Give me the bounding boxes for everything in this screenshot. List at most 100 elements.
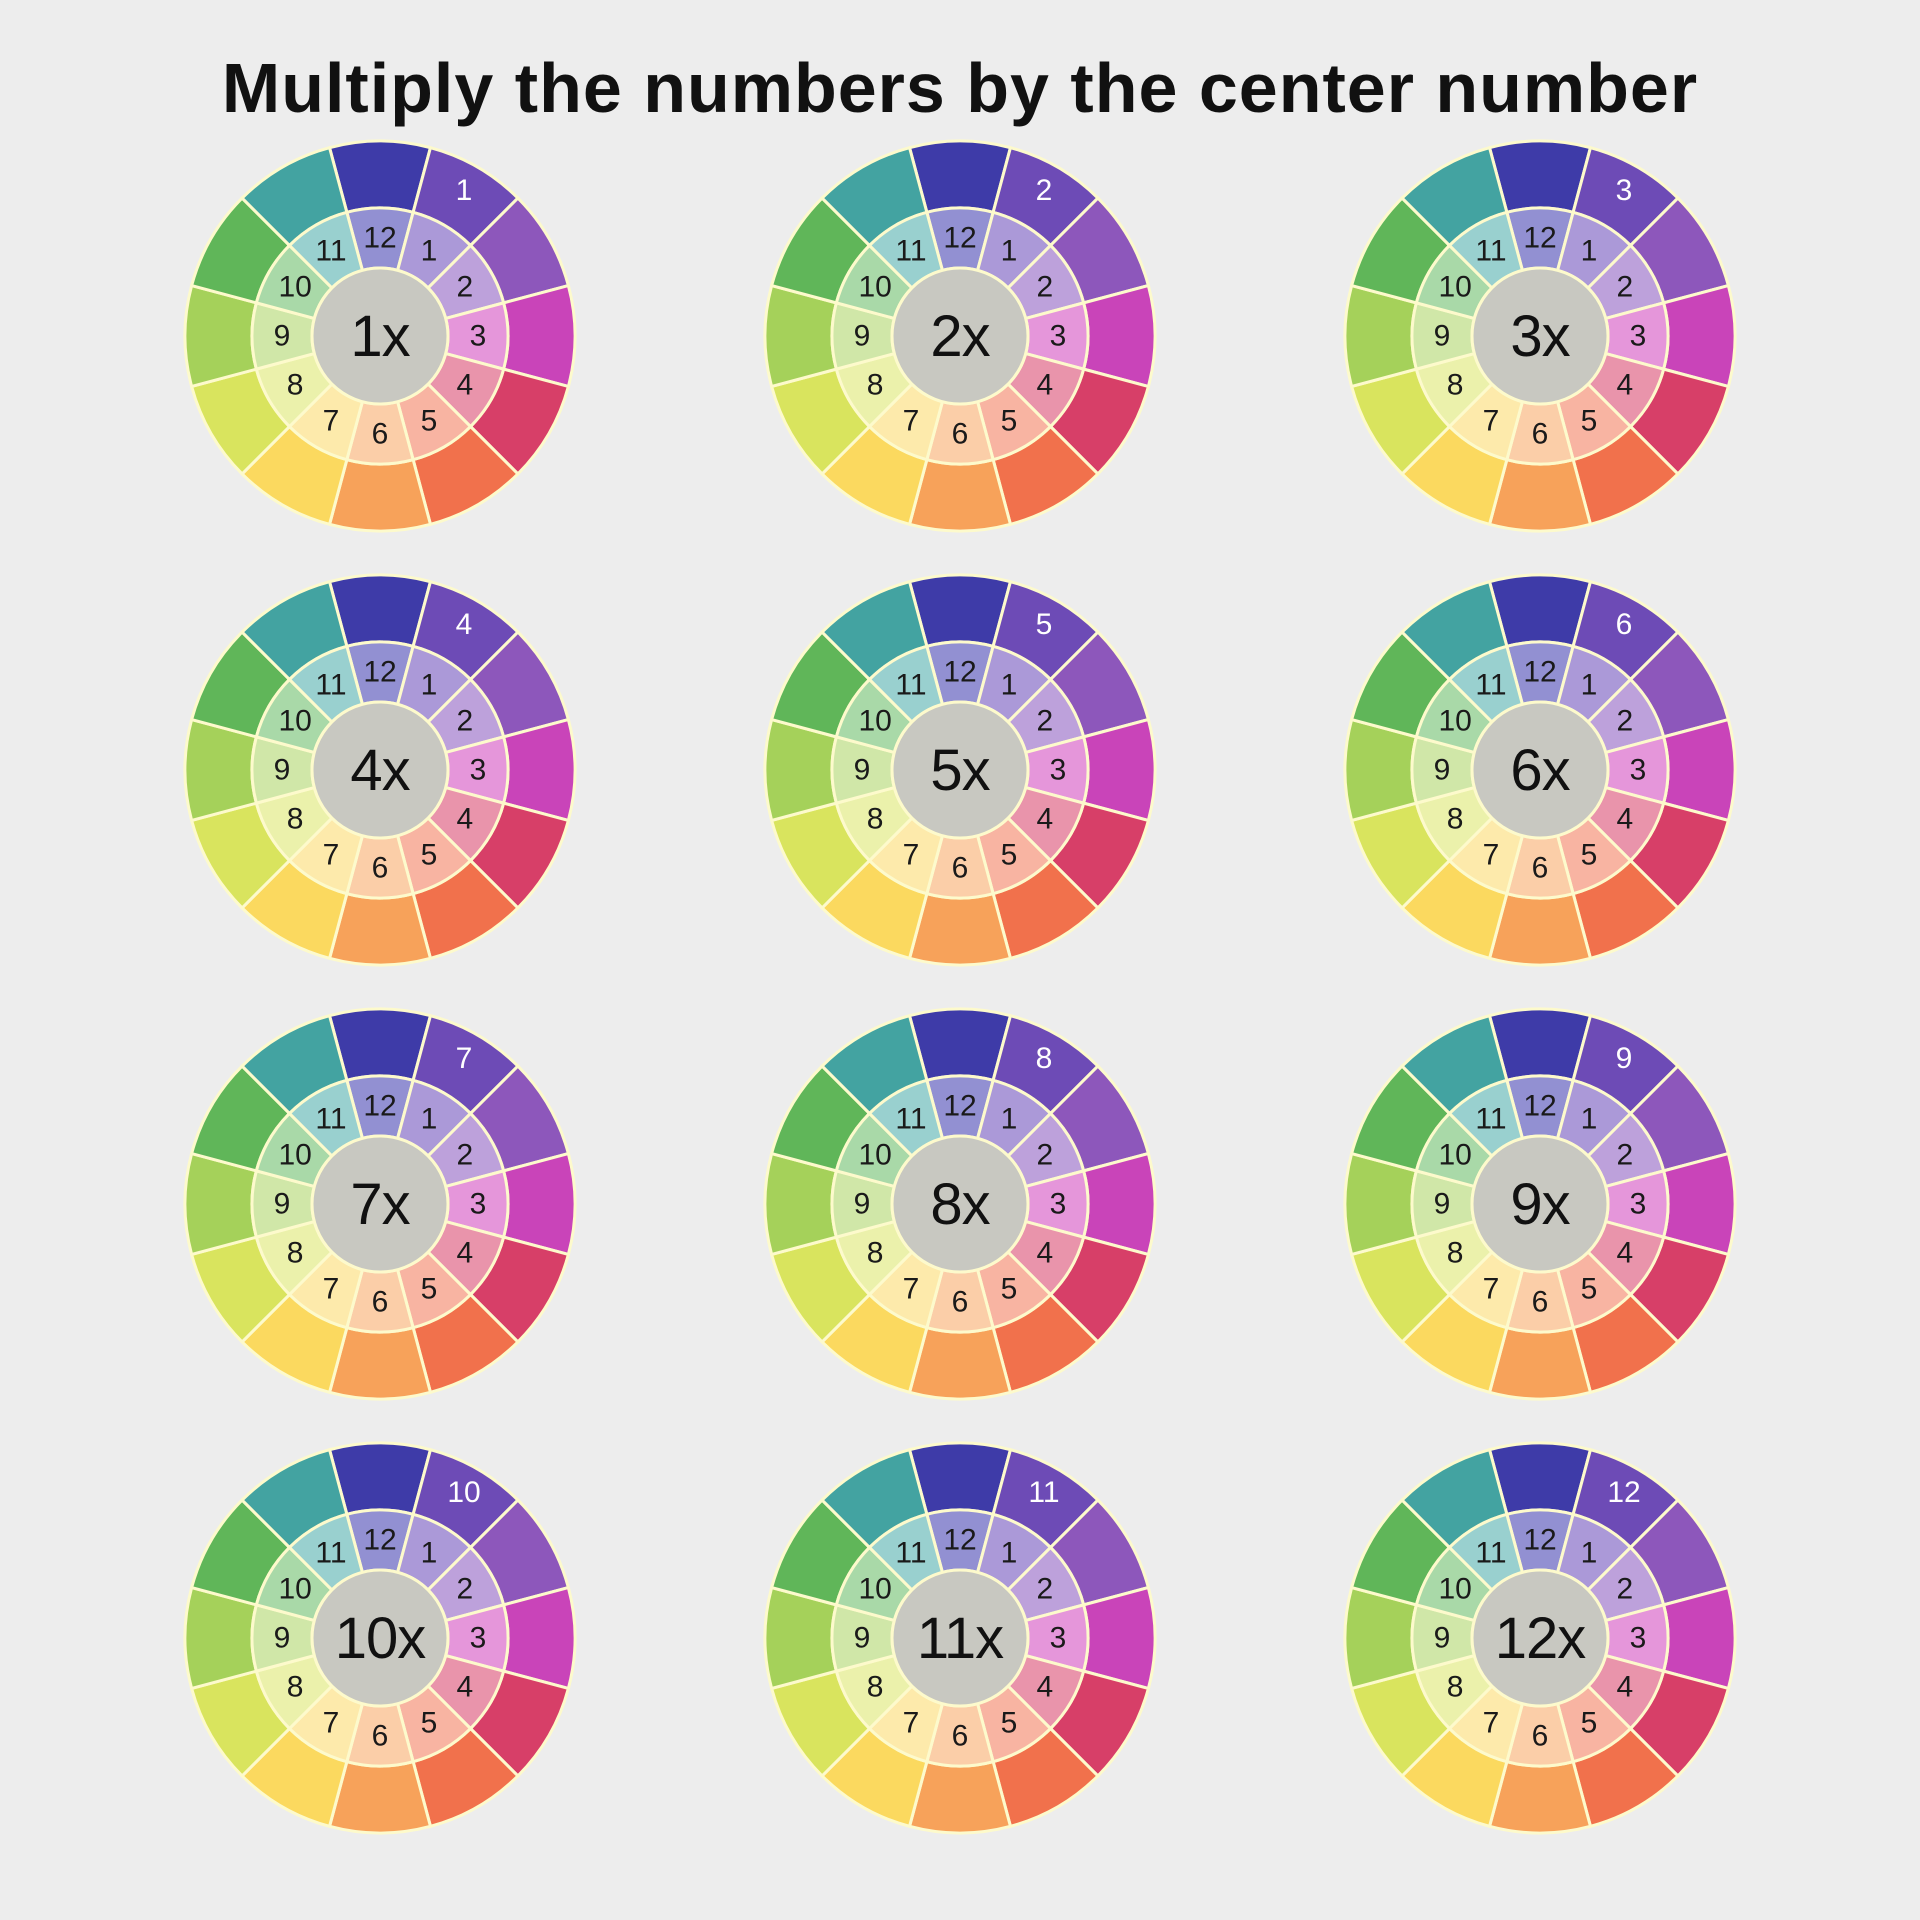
inner-number-label: 1	[421, 669, 438, 702]
inner-number-label: 2	[457, 705, 474, 738]
inner-number-label: 11	[315, 235, 346, 268]
inner-number-label: 8	[1447, 1671, 1464, 1704]
inner-number-label: 6	[1532, 1720, 1549, 1753]
center-circle	[312, 1570, 448, 1706]
inner-number-label: 3	[470, 1622, 487, 1655]
inner-number-label: 9	[854, 320, 871, 353]
inner-number-label: 8	[287, 369, 304, 402]
inner-number-label: 1	[1001, 1103, 1018, 1136]
inner-number-label: 6	[1532, 418, 1549, 451]
inner-number-label: 1	[1581, 1103, 1598, 1136]
inner-number-label: 9	[854, 1622, 871, 1655]
inner-number-label: 7	[1483, 1706, 1500, 1739]
inner-number-label: 1	[1001, 235, 1018, 268]
inner-number-label: 2	[1037, 1573, 1054, 1606]
outer-answer-label: 6	[1616, 608, 1633, 641]
inner-number-label: 2	[1617, 271, 1634, 304]
inner-number-label: 10	[858, 1139, 891, 1172]
inner-number-label: 9	[854, 1188, 871, 1221]
inner-number-label: 3	[1050, 754, 1067, 787]
multiplication-wheel: 12123456789101144x	[180, 570, 580, 970]
inner-number-label: 4	[1617, 803, 1634, 836]
page-title: Multiply the numbers by the center numbe…	[0, 0, 1920, 136]
inner-number-label: 4	[457, 803, 474, 836]
inner-number-label: 4	[1037, 803, 1054, 836]
inner-number-label: 12	[1523, 222, 1556, 255]
inner-number-label: 1	[1001, 1537, 1018, 1570]
inner-number-label: 4	[1617, 1671, 1634, 1704]
inner-number-label: 11	[315, 669, 346, 702]
center-circle	[1472, 268, 1608, 404]
inner-number-label: 8	[1447, 803, 1464, 836]
inner-number-label: 5	[1001, 1706, 1018, 1739]
inner-number-label: 11	[895, 669, 926, 702]
inner-number-label: 5	[1001, 1272, 1018, 1305]
center-circle	[1472, 702, 1608, 838]
center-circle	[892, 268, 1028, 404]
inner-number-label: 8	[287, 1237, 304, 1270]
inner-number-label: 6	[1532, 1286, 1549, 1319]
inner-number-label: 6	[372, 1720, 389, 1753]
inner-number-label: 1	[1581, 1537, 1598, 1570]
outer-answer-label: 7	[456, 1042, 473, 1075]
inner-number-label: 5	[1001, 838, 1018, 871]
inner-number-label: 5	[1581, 1706, 1598, 1739]
outer-answer-label: 8	[1036, 1042, 1053, 1075]
inner-number-label: 12	[363, 222, 396, 255]
inner-number-label: 11	[895, 1103, 926, 1136]
inner-number-label: 7	[903, 404, 920, 437]
inner-number-label: 4	[457, 1237, 474, 1270]
inner-number-label: 7	[1483, 1272, 1500, 1305]
inner-number-label: 10	[858, 705, 891, 738]
inner-number-label: 7	[1483, 404, 1500, 437]
inner-number-label: 7	[323, 1706, 340, 1739]
inner-number-label: 5	[421, 1706, 438, 1739]
inner-number-label: 6	[1532, 852, 1549, 885]
inner-number-label: 11	[895, 235, 926, 268]
inner-number-label: 3	[1630, 1622, 1647, 1655]
inner-number-label: 8	[867, 1237, 884, 1270]
inner-number-label: 7	[903, 1706, 920, 1739]
inner-number-label: 12	[1523, 1090, 1556, 1123]
worksheet-page: Multiply the numbers by the center numbe…	[0, 0, 1920, 1920]
inner-number-label: 11	[1475, 235, 1506, 268]
multiplication-wheel: 1212345678910111212x	[1340, 1438, 1740, 1838]
inner-number-label: 10	[1438, 705, 1471, 738]
multiplication-wheel: 12123456789101133x	[1340, 136, 1740, 536]
center-circle	[892, 702, 1028, 838]
inner-number-label: 8	[867, 803, 884, 836]
outer-answer-label: 2	[1036, 174, 1053, 207]
multiplication-wheel: 1212345678910111010x	[180, 1438, 580, 1838]
inner-number-label: 9	[1434, 1188, 1451, 1221]
inner-number-label: 10	[278, 705, 311, 738]
inner-number-label: 12	[943, 1524, 976, 1557]
inner-number-label: 11	[1475, 1103, 1506, 1136]
inner-number-label: 12	[363, 1090, 396, 1123]
center-circle	[1472, 1570, 1608, 1706]
inner-number-label: 3	[1630, 754, 1647, 787]
inner-number-label: 2	[1037, 705, 1054, 738]
outer-answer-label: 11	[1028, 1476, 1059, 1509]
inner-number-label: 10	[1438, 1139, 1471, 1172]
inner-number-label: 7	[323, 838, 340, 871]
inner-number-label: 4	[1037, 1237, 1054, 1270]
inner-number-label: 9	[274, 320, 291, 353]
inner-number-label: 12	[943, 1090, 976, 1123]
inner-number-label: 5	[1581, 404, 1598, 437]
inner-number-label: 9	[274, 1622, 291, 1655]
inner-number-label: 4	[1037, 369, 1054, 402]
inner-number-label: 4	[457, 369, 474, 402]
inner-number-label: 7	[903, 838, 920, 871]
inner-number-label: 4	[457, 1671, 474, 1704]
inner-number-label: 3	[1630, 1188, 1647, 1221]
inner-number-label: 9	[274, 754, 291, 787]
inner-number-label: 1	[421, 1103, 438, 1136]
inner-number-label: 6	[952, 1720, 969, 1753]
inner-number-label: 4	[1617, 369, 1634, 402]
inner-number-label: 6	[952, 418, 969, 451]
wheel-grid: 12123456789101111x12123456789101122x1212…	[90, 136, 1830, 1838]
inner-number-label: 9	[854, 754, 871, 787]
inner-number-label: 2	[1617, 705, 1634, 738]
inner-number-label: 6	[372, 852, 389, 885]
inner-number-label: 11	[1475, 669, 1506, 702]
